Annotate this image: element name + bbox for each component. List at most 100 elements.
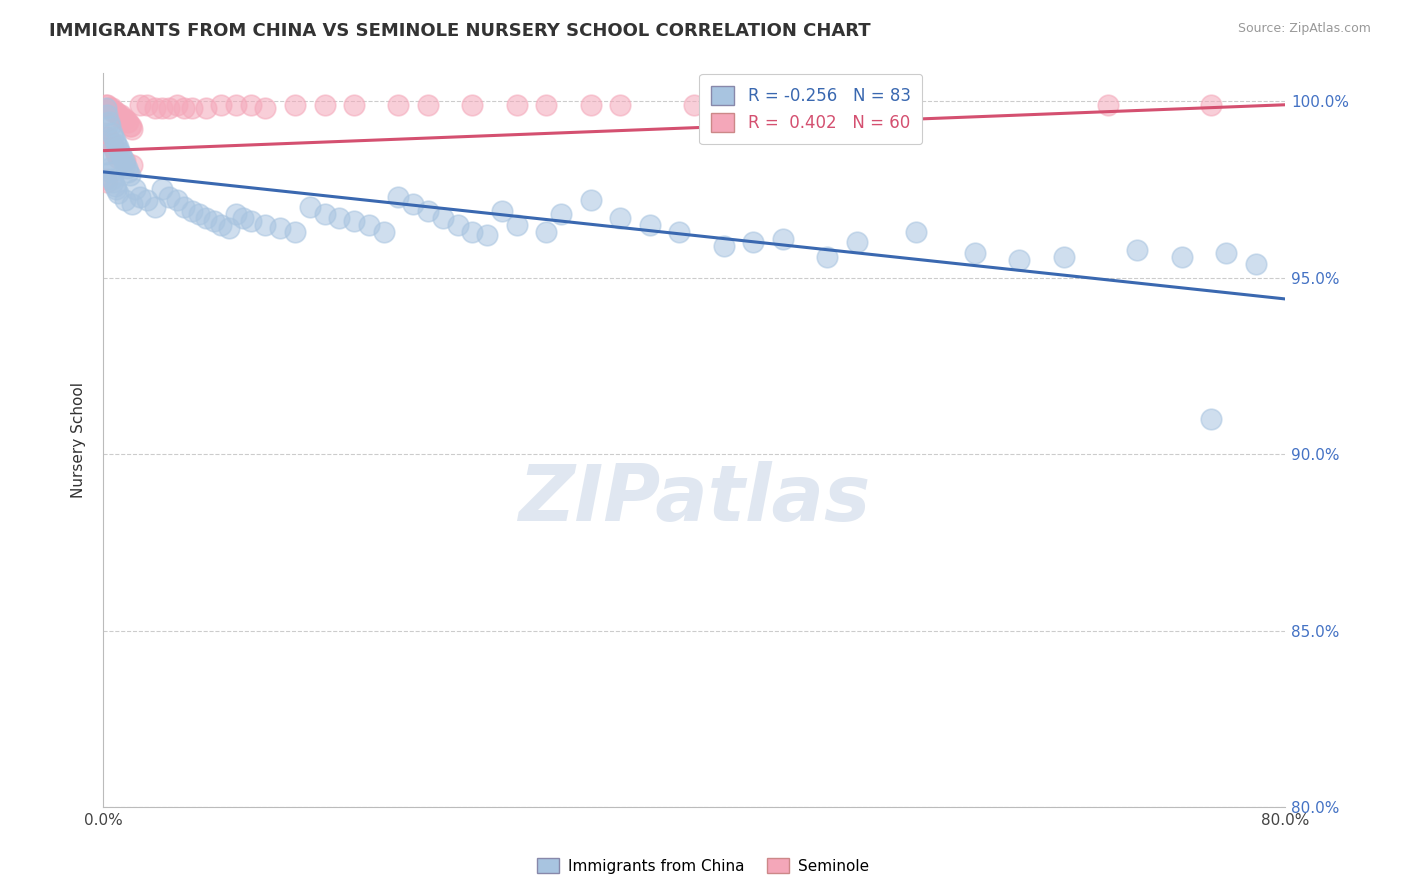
Point bbox=[373, 225, 395, 239]
Point bbox=[209, 218, 232, 232]
Point bbox=[114, 158, 136, 172]
Point bbox=[506, 218, 529, 232]
Point bbox=[491, 203, 513, 218]
Point bbox=[225, 207, 247, 221]
Point bbox=[114, 154, 136, 169]
Point bbox=[328, 211, 350, 225]
Point bbox=[638, 218, 661, 232]
Point bbox=[1052, 250, 1074, 264]
Point bbox=[98, 101, 121, 115]
Point bbox=[104, 133, 127, 147]
Point bbox=[107, 151, 129, 165]
Point bbox=[103, 140, 125, 154]
Point bbox=[105, 136, 128, 151]
Point bbox=[1097, 97, 1119, 112]
Point bbox=[579, 193, 602, 207]
Point bbox=[713, 239, 735, 253]
Point bbox=[94, 97, 117, 112]
Point bbox=[1171, 250, 1194, 264]
Point bbox=[128, 97, 150, 112]
Point bbox=[343, 214, 366, 228]
Point bbox=[114, 112, 136, 126]
Point bbox=[506, 97, 529, 112]
Point bbox=[96, 108, 118, 122]
Point bbox=[1201, 412, 1223, 426]
Point bbox=[118, 169, 141, 183]
Point bbox=[115, 161, 138, 176]
Point bbox=[103, 129, 125, 144]
Point bbox=[461, 97, 484, 112]
Point bbox=[94, 126, 117, 140]
Point bbox=[742, 235, 765, 250]
Point bbox=[202, 214, 225, 228]
Point bbox=[97, 161, 120, 176]
Text: ZIPatlas: ZIPatlas bbox=[517, 461, 870, 537]
Point bbox=[402, 196, 425, 211]
Point bbox=[298, 200, 321, 214]
Point bbox=[110, 108, 132, 122]
Point bbox=[173, 200, 195, 214]
Point bbox=[232, 211, 254, 225]
Point bbox=[254, 218, 277, 232]
Point bbox=[100, 172, 122, 186]
Point bbox=[143, 101, 166, 115]
Point bbox=[225, 97, 247, 112]
Point bbox=[536, 225, 558, 239]
Point bbox=[96, 129, 118, 144]
Point bbox=[108, 144, 131, 158]
Point bbox=[128, 189, 150, 203]
Point bbox=[121, 122, 143, 136]
Point bbox=[105, 104, 128, 119]
Point bbox=[112, 112, 135, 126]
Point bbox=[416, 203, 439, 218]
Point bbox=[1126, 243, 1149, 257]
Point bbox=[107, 140, 129, 154]
Point bbox=[269, 221, 291, 235]
Point bbox=[107, 108, 129, 122]
Point bbox=[890, 97, 912, 112]
Point bbox=[166, 97, 188, 112]
Point bbox=[143, 200, 166, 214]
Point bbox=[108, 108, 131, 122]
Point bbox=[284, 225, 307, 239]
Point bbox=[180, 101, 202, 115]
Point bbox=[136, 193, 159, 207]
Point bbox=[100, 101, 122, 115]
Point bbox=[136, 97, 159, 112]
Point bbox=[195, 101, 218, 115]
Point bbox=[114, 193, 136, 207]
Point bbox=[97, 115, 120, 129]
Point bbox=[254, 101, 277, 115]
Point bbox=[94, 101, 117, 115]
Point bbox=[98, 133, 121, 147]
Point bbox=[150, 182, 173, 196]
Point bbox=[357, 218, 380, 232]
Point bbox=[1008, 253, 1031, 268]
Point bbox=[157, 189, 180, 203]
Point bbox=[100, 136, 122, 151]
Point bbox=[1244, 257, 1267, 271]
Point bbox=[475, 228, 498, 243]
Point bbox=[815, 250, 838, 264]
Point bbox=[536, 97, 558, 112]
Point bbox=[98, 119, 121, 133]
Point bbox=[218, 221, 240, 235]
Point bbox=[104, 178, 127, 193]
Point bbox=[111, 151, 134, 165]
Point bbox=[668, 225, 690, 239]
Point bbox=[173, 101, 195, 115]
Point bbox=[117, 115, 139, 129]
Point bbox=[96, 154, 118, 169]
Point bbox=[550, 207, 572, 221]
Point bbox=[416, 97, 439, 112]
Point bbox=[904, 225, 927, 239]
Point bbox=[195, 211, 218, 225]
Point bbox=[772, 232, 794, 246]
Point bbox=[97, 133, 120, 147]
Point bbox=[96, 176, 118, 190]
Point bbox=[166, 193, 188, 207]
Point bbox=[100, 126, 122, 140]
Point bbox=[609, 97, 631, 112]
Point bbox=[112, 154, 135, 169]
Point bbox=[579, 97, 602, 112]
